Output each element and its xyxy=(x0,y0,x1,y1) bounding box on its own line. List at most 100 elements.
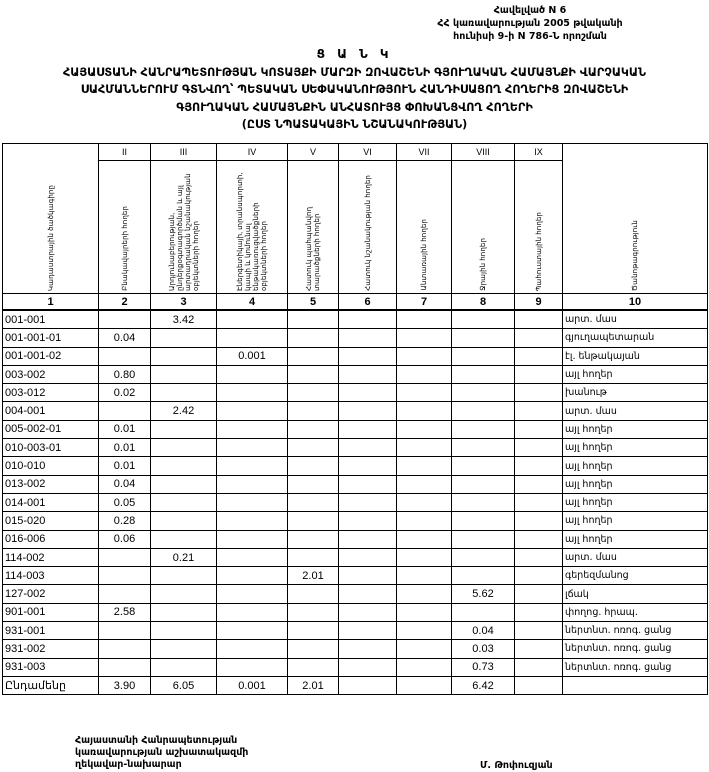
header-text: Բնակավայրերի հողեր xyxy=(119,206,129,291)
signatory-line: Հայաստանի Հանրապետության xyxy=(75,735,238,746)
area-cell xyxy=(150,511,217,531)
table-row: 931-002 0.03 ներտնտ. ոռոգ. ցանց xyxy=(2,639,708,659)
column-number: 3 xyxy=(150,293,217,311)
area-cell xyxy=(287,328,339,348)
header-cell: Արդյունաբերության, ընդերքօգտագործման և ա… xyxy=(150,160,217,294)
cadastral-code: 005-002-01 xyxy=(2,419,99,440)
table-row: 010-003-01 0.01 այլ հողեր xyxy=(2,438,708,458)
area-cell xyxy=(287,547,339,568)
column-number: 7 xyxy=(396,293,452,311)
area-cell xyxy=(514,529,563,549)
annex-line: ՀՀ կառավարության 2005 թվականի xyxy=(437,18,623,29)
area-cell xyxy=(338,511,397,531)
area-cell xyxy=(514,383,563,403)
area-cell xyxy=(216,492,288,513)
roman-numeral: VII xyxy=(396,143,452,161)
column-number: 10 xyxy=(562,293,708,311)
table-row: 127-002 5.62 լճակ xyxy=(2,584,708,604)
area-cell xyxy=(396,511,452,531)
area-cell xyxy=(338,675,397,696)
area-cell xyxy=(338,566,397,586)
area-cell xyxy=(287,584,339,604)
area-cell: 3.42 xyxy=(150,309,217,330)
total-row: Ընդամենը 3.90 6.05 0.001 2.01 6.42 xyxy=(2,675,708,696)
area-cell xyxy=(98,346,151,366)
note-cell: էլ. ենթակայան xyxy=(562,346,708,366)
area-cell xyxy=(150,328,217,348)
note-cell: գերեզմանոց xyxy=(562,566,708,586)
area-cell xyxy=(396,639,452,659)
area-cell xyxy=(287,639,339,659)
area-cell xyxy=(216,657,288,677)
area-cell: 0.01 xyxy=(98,419,151,440)
roman-numeral: II xyxy=(98,143,151,161)
area-cell xyxy=(338,584,397,604)
area-cell xyxy=(396,346,452,366)
area-cell xyxy=(396,419,452,440)
table-row: 003-012 0.02 խանութ xyxy=(2,383,708,403)
header-text: Ջրային հողեր xyxy=(478,238,487,291)
area-cell xyxy=(216,511,288,531)
area-cell xyxy=(514,492,563,513)
area-cell xyxy=(338,364,397,385)
area-cell xyxy=(396,401,452,421)
area-cell xyxy=(451,309,515,330)
area-cell: 0.001 xyxy=(216,346,288,366)
area-cell xyxy=(451,328,515,348)
area-cell xyxy=(98,584,151,604)
area-cell xyxy=(514,309,563,330)
title-heading: Ց Ա Ն Կ xyxy=(316,47,393,61)
area-cell xyxy=(451,547,515,568)
area-cell xyxy=(287,657,339,677)
area-cell xyxy=(216,309,288,330)
area-cell xyxy=(338,547,397,568)
area-cell xyxy=(150,584,217,604)
note-cell: լճակ xyxy=(562,584,708,604)
area-cell xyxy=(338,383,397,403)
area-cell xyxy=(514,621,563,641)
table-row: 114-003 2.01 գերեզմանոց xyxy=(2,566,708,586)
note-cell: այլ հողեր xyxy=(562,492,708,513)
area-cell: 0.73 xyxy=(451,657,515,677)
header-cell: Պահուստային հողեր xyxy=(514,160,563,294)
area-cell xyxy=(514,639,563,659)
area-cell: 0.06 xyxy=(98,529,151,549)
area-cell xyxy=(150,456,217,476)
area-cell xyxy=(98,547,151,568)
area-cell xyxy=(451,529,515,549)
roman-numeral: IX xyxy=(514,143,563,161)
area-cell: 0.03 xyxy=(451,639,515,659)
table-row: 001-001 3.42 արտ. մաս xyxy=(2,309,708,330)
cadastral-code: 010-003-01 xyxy=(2,438,99,458)
area-cell xyxy=(451,364,515,385)
area-cell xyxy=(216,401,288,421)
table-row: 010-010 0.01 այլ հողեր xyxy=(2,456,708,476)
area-cell xyxy=(287,419,339,440)
note-cell: արտ. մաս xyxy=(562,401,708,421)
area-cell xyxy=(150,383,217,403)
area-cell xyxy=(216,529,288,549)
column-number: 5 xyxy=(287,293,339,311)
cadastral-code: 010-010 xyxy=(2,456,99,476)
note-cell: այլ հողեր xyxy=(562,474,708,494)
table-row: 004-001 2.42 արտ. մաս xyxy=(2,401,708,421)
area-cell xyxy=(514,657,563,677)
area-cell xyxy=(287,456,339,476)
area-cell xyxy=(514,328,563,348)
area-cell xyxy=(396,657,452,677)
column-number: 4 xyxy=(216,293,288,311)
area-cell xyxy=(514,511,563,531)
area-cell xyxy=(451,602,515,623)
area-cell xyxy=(451,419,515,440)
header-text: Էներգետիկայի, տրանսպորտի, կապի և կոմունա… xyxy=(235,172,268,292)
area-cell xyxy=(451,511,515,531)
area-cell xyxy=(216,566,288,586)
cadastral-code: 001-001-02 xyxy=(2,346,99,366)
area-cell xyxy=(150,346,217,366)
area-cell: 0.01 xyxy=(98,438,151,458)
note-cell: այլ հողեր xyxy=(562,438,708,458)
header-cell: Բնակավայրերի հողեր xyxy=(98,160,151,294)
area-cell: 2.42 xyxy=(150,401,217,421)
table-row: 013-002 0.04 այլ հողեր xyxy=(2,474,708,494)
column-number: 8 xyxy=(451,293,515,311)
